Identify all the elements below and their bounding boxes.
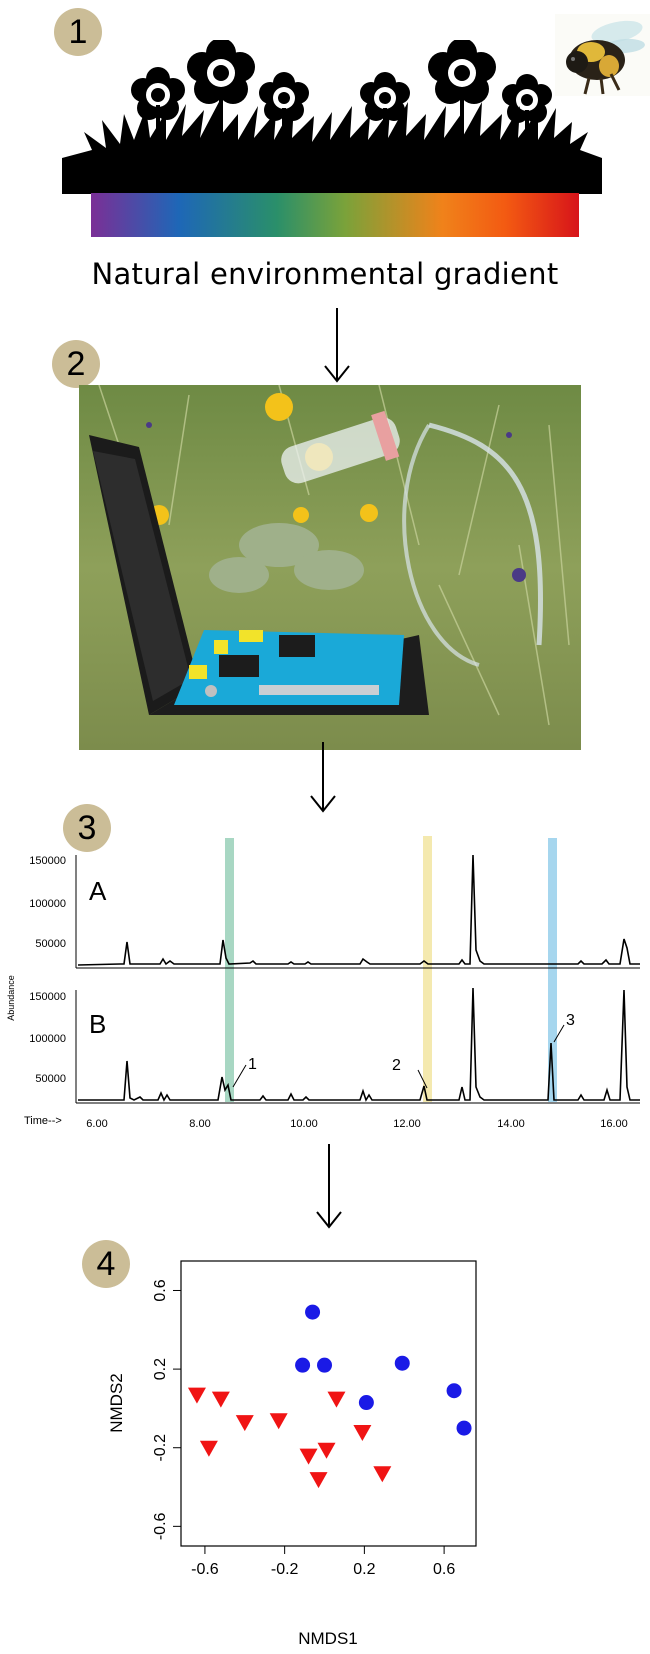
step-2-badge: 2 [52,340,100,388]
step-4-badge: 4 [82,1240,130,1288]
step-3-number: 3 [77,808,97,847]
trace-b-label: B [89,1009,106,1039]
highlight-band-2 [423,836,432,1102]
x-tick-label: 14.00 [497,1118,525,1130]
scatter-point-triangle [269,1413,288,1430]
y-tick-label: 100000 [29,898,66,910]
scatter-point-triangle [373,1466,392,1483]
grass-silhouette [62,100,602,194]
highlight-band-3 [548,838,557,1102]
scatter-point-triangle [199,1440,218,1457]
step-3-badge: 3 [63,804,111,852]
scatter-point-triangle [309,1472,328,1489]
y-tick-label: 50000 [35,938,66,950]
sampling-device-case [89,435,429,715]
down-arrow-icon [310,742,336,813]
scatter-point-circle [358,1395,374,1411]
x-tick-label: 0.2 [353,1561,375,1578]
peak-label: 2 [392,1057,401,1074]
step-4-number: 4 [96,1244,116,1283]
y-tick-label: 100000 [29,1033,66,1045]
x-tick-label: 8.00 [189,1118,210,1130]
nmds-scatter-plot: -0.6 -0.2 0.2 0.6 0.6 0.2 -0.2 -0.6 NMDS1 NMDS… [107,1260,477,1648]
scatter-point-triangle [327,1391,346,1408]
x-tick-label: -0.6 [191,1561,219,1578]
environmental-gradient-bar [91,193,579,237]
gradient-caption: Natural environmental gradient [91,257,559,291]
y-tick-label: 0.2 [152,1358,169,1380]
scatter-point-triangle [353,1425,372,1441]
chromatogram-trace-a [77,854,640,966]
scatter-point-circle [446,1383,462,1399]
scatter-point-circle [295,1357,311,1373]
scatter-point-triangle [299,1448,318,1465]
scatter-point-triangle [235,1415,254,1432]
scatter-point-triangle [317,1442,336,1459]
x-tick-label: 6.00 [86,1118,107,1130]
x-tick-label: 16.00 [600,1118,628,1130]
peak-label: 3 [566,1012,575,1029]
field-sampling-photo [79,385,581,750]
peak-label: 1 [248,1056,257,1073]
chromatogram-panel: 150000 100000 50000 150000 100000 50000 … [6,836,640,1130]
scatter-point-circle [305,1304,321,1320]
scatter-point-circle [394,1355,410,1371]
scatter-point-circle [317,1357,333,1373]
bee-illustration [555,14,650,96]
step-1-number: 1 [68,12,88,51]
y-tick-label: 50000 [35,1073,66,1085]
x-tick-label: 0.6 [433,1561,455,1578]
flower-meadow-silhouette [62,40,602,194]
down-arrow-icon [316,1144,342,1229]
y-tick-label: 0.6 [152,1279,169,1301]
plot-frame [180,1260,477,1547]
down-arrow-icon [324,308,350,383]
y-tick-label: -0.6 [152,1512,169,1540]
x-axis-label: Time--> [24,1115,62,1127]
y-tick-label: 150000 [29,991,66,1003]
highlight-band-1 [225,838,234,1102]
y-axis-title: NMDS2 [107,1373,126,1433]
y-tick-label: 150000 [29,855,66,867]
y-axis-label: Abundance [6,975,16,1021]
scatter-point-triangle [211,1391,230,1408]
scatter-point-triangle [187,1387,206,1404]
trace-a-label: A [89,876,107,906]
chromatogram-trace-b [78,987,640,1102]
x-tick-label: -0.2 [271,1561,299,1578]
x-axis-title: NMDS1 [298,1629,358,1648]
step-1-badge: 1 [54,8,102,56]
y-tick-label: -0.2 [152,1434,169,1462]
x-tick-label: 12.00 [393,1118,421,1130]
step-2-number: 2 [66,344,86,383]
scatter-point-circle [456,1420,472,1436]
x-tick-label: 10.00 [290,1118,318,1130]
